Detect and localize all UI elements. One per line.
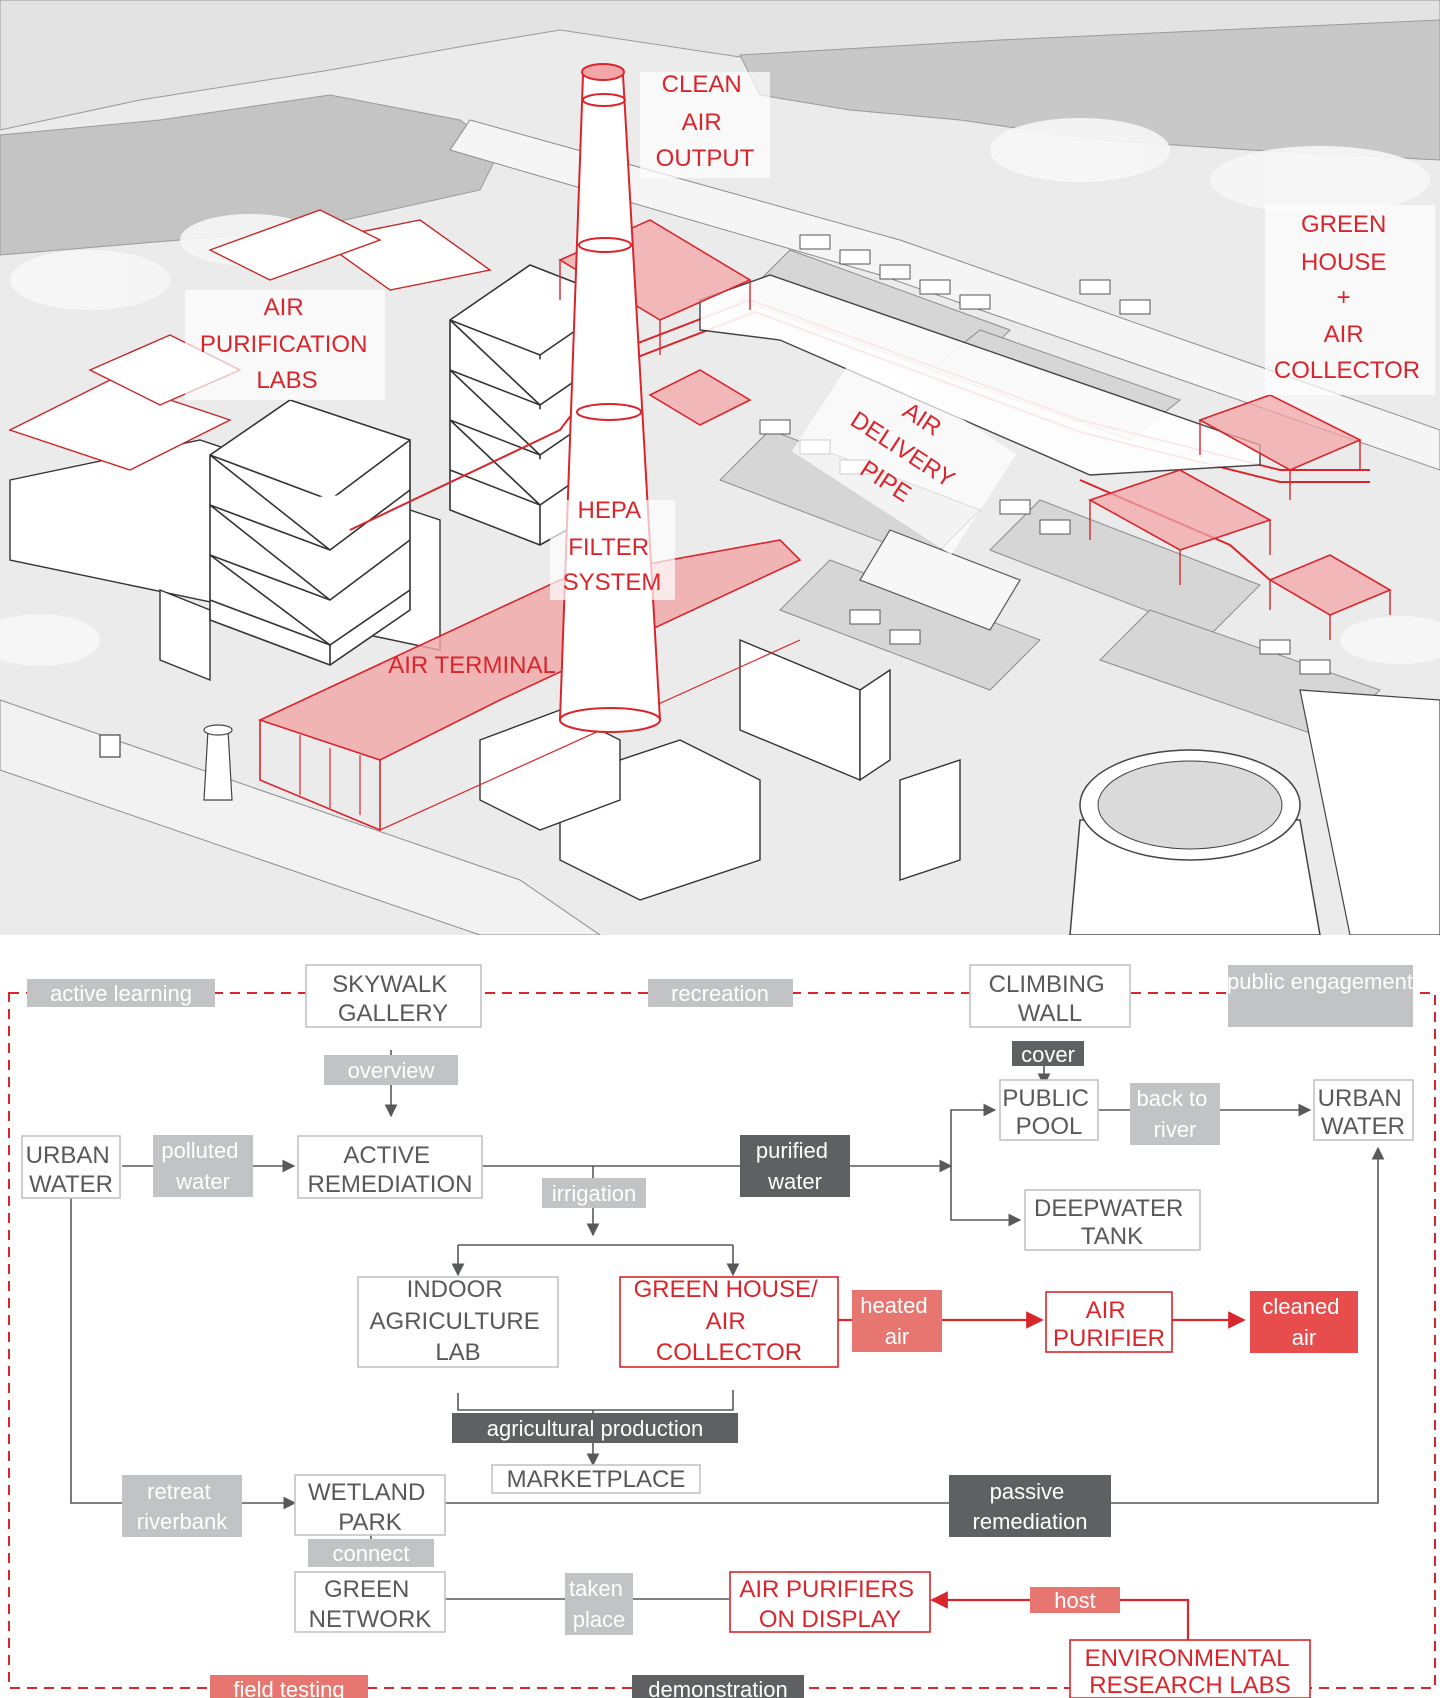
svg-text:heated air: heated air [860, 1293, 933, 1349]
label-hepa-filter-system: HEPA FILTER SYSTEM [550, 497, 675, 600]
svg-text:host: host [1054, 1588, 1096, 1613]
label-air-terminal: AIR TERMINAL [388, 652, 556, 679]
svg-text:SKYWALK GALLERY: SKYWALK GALLERY [332, 971, 454, 1027]
node-air-purifiers-on-display[interactable]: AIR PURIFIERS ON DISPLAY [729, 1571, 931, 1633]
svg-text:INDOOR AGRICULTURE: INDOOR AGRICULTURE LAB [370, 1276, 547, 1366]
tag-connect: connect [308, 1539, 434, 1567]
svg-text:irrigation: irrigation [552, 1181, 636, 1206]
tag-cover: cover [1012, 1041, 1084, 1067]
svg-text:back to river: back to river [1136, 1086, 1213, 1142]
tag-back-to-river: back to river [1130, 1083, 1220, 1145]
tag-host: host [1030, 1587, 1120, 1613]
svg-text:cleaned air: cleaned air [1262, 1294, 1345, 1350]
river-water-east [739, 19, 1440, 161]
tag-heated-air: heated air [852, 1290, 942, 1352]
tag-agricultural-production: agricultural production [452, 1413, 738, 1443]
tag-passive-remediation: passive remediation [949, 1475, 1111, 1537]
svg-text:passive remediation: passive remediation [973, 1479, 1088, 1534]
svg-text:GREEN HOUSE/ AIR C: GREEN HOUSE/ AIR COLLECTOR [634, 1276, 825, 1366]
node-deepwater-tank: DEEPWATER TANK [1024, 1189, 1201, 1251]
svg-text:field testing: field testing [233, 1677, 344, 1698]
svg-text:overview: overview [348, 1058, 435, 1083]
zone-public-engagement: public engagement [1227, 965, 1413, 1027]
program-boundary [8, 992, 1436, 1689]
label-air-delivery-pipe: AIR DELIVERY PIPE [791, 350, 1017, 555]
label-green-house-air-collector: GREEN HOUSE + AIR COLLECTOR [1265, 205, 1435, 395]
node-marketplace: MARKETPLACE [491, 1464, 701, 1494]
svg-text:PUBLIC POOL: PUBLIC POOL [1002, 1085, 1095, 1140]
svg-text:purified water: purified water [756, 1138, 834, 1194]
node-environmental-research-labs[interactable]: ENVIRONMENTAL RESEARCH LABS [1069, 1639, 1311, 1698]
greenhouse-posts [559, 260, 1391, 640]
tag-polluted-water: polluted water [153, 1135, 253, 1197]
program-flow-diagram: active learning recreation public engage… [8, 964, 1436, 1698]
svg-text:active learning: active learning [50, 981, 192, 1006]
svg-text:taken place: taken place [569, 1576, 629, 1632]
zone-demonstration: demonstration [632, 1675, 804, 1698]
flow-connectors-gray [70, 1050, 1385, 1600]
svg-text:MARKETPLACE: MARKETPLACE [507, 1466, 686, 1493]
svg-text:AIR PURIFIERS ON DISPLAY: AIR PURIFIERS ON DISPLAY [739, 1576, 920, 1633]
tag-taken-place: taken place [565, 1573, 633, 1635]
skywalk-bridge [699, 274, 1261, 476]
axonometric-site-illustration: CLEAN AIR OUTPUT GREEN HOUSE + AIR COLLE… [0, 0, 1440, 935]
node-active-remediation: ACTIVE REMEDIATION [297, 1135, 483, 1199]
zone-field-testing: field testing [210, 1675, 368, 1698]
svg-text:CLIMBING WALL: CLIMBING WALL [989, 971, 1112, 1027]
node-climbing-wall: CLIMBING WALL [969, 964, 1131, 1028]
tag-cleaned-air: cleaned air [1250, 1291, 1358, 1353]
sports-court [859, 529, 1021, 631]
node-greenhouse-air-collector[interactable]: GREEN HOUSE/ AIR COLLECTOR [619, 1276, 839, 1368]
node-urban-water-return: URBAN WATER [1313, 1079, 1414, 1141]
svg-text:CLEAN AIR OUTP: CLEAN AIR OUTPUT [656, 71, 755, 172]
site-road-south [0, 699, 601, 935]
svg-text:AIR PURIFICATION: AIR PURIFICATION LABS [200, 294, 374, 394]
tag-overview: overview [324, 1055, 458, 1085]
node-urban-water-source: URBAN WATER [21, 1135, 121, 1199]
svg-text:WETLAND PARK: WETLAND PARK [308, 1479, 432, 1536]
label-air-purification-labs: AIR PURIFICATION LABS [185, 290, 385, 400]
node-skywalk-gallery: SKYWALK GALLERY [305, 964, 482, 1028]
svg-text:agricultural production: agricultural production [487, 1416, 703, 1441]
svg-text:DEEPWATER TANK: DEEPWATER TANK [1034, 1195, 1190, 1250]
svg-text:retreat riverbank: retreat riverbank [137, 1479, 228, 1534]
svg-text:polluted water: polluted water [161, 1138, 244, 1194]
parked-cars [759, 234, 1331, 675]
svg-text:GREEN NETWORK: GREEN NETWORK [309, 1576, 432, 1633]
tag-retreat-riverbank: retreat riverbank [122, 1475, 242, 1537]
svg-text:connect: connect [332, 1541, 409, 1566]
svg-text:AIR PURIFIER: AIR PURIFIER [1053, 1297, 1165, 1352]
steel-frame-tower-left [209, 399, 411, 666]
svg-text:AIR TERMINAL: AIR TERMINAL [388, 652, 556, 679]
svg-text:cover: cover [1021, 1042, 1075, 1067]
svg-text:GREEN HOUSE +: GREEN HOUSE + AIR COLLECTOR [1274, 211, 1420, 384]
label-clean-air-output: CLEAN AIR OUTPUT [640, 71, 770, 178]
industrial-blocks [479, 638, 961, 901]
node-air-purifier[interactable]: AIR PURIFIER [1045, 1291, 1173, 1353]
node-wetland-park: WETLAND PARK [294, 1474, 446, 1536]
site-road-north [449, 119, 1440, 471]
svg-text:public engagement: public engagement [1227, 969, 1413, 994]
tag-irrigation: irrigation [542, 1178, 646, 1208]
water-tower [99, 724, 233, 801]
zone-recreation: recreation [648, 979, 793, 1007]
node-green-network: GREEN NETWORK [294, 1571, 446, 1633]
svg-text:HEPA FILTER SY: HEPA FILTER SYSTEM [563, 497, 662, 596]
svg-text:recreation: recreation [671, 981, 769, 1006]
node-public-pool: PUBLIC POOL [999, 1079, 1099, 1141]
cooling-tower [1069, 689, 1440, 935]
svg-text:demonstration: demonstration [648, 1677, 787, 1698]
svg-text:ENVIRONMENTAL RESEARCH L: ENVIRONMENTAL RESEARCH LABS [1085, 1645, 1296, 1698]
svg-text:ACTIVE REMEDIATION: ACTIVE REMEDIATION [308, 1142, 473, 1198]
svg-text:URBAN WATER: URBAN WATER [26, 1142, 117, 1198]
node-indoor-agriculture-lab: INDOOR AGRICULTURE LAB [357, 1276, 559, 1368]
tag-purified-water: purified water [740, 1135, 850, 1197]
zone-active-learning: active learning [27, 979, 215, 1007]
svg-text:URBAN WATER: URBAN WATER [1318, 1085, 1409, 1140]
